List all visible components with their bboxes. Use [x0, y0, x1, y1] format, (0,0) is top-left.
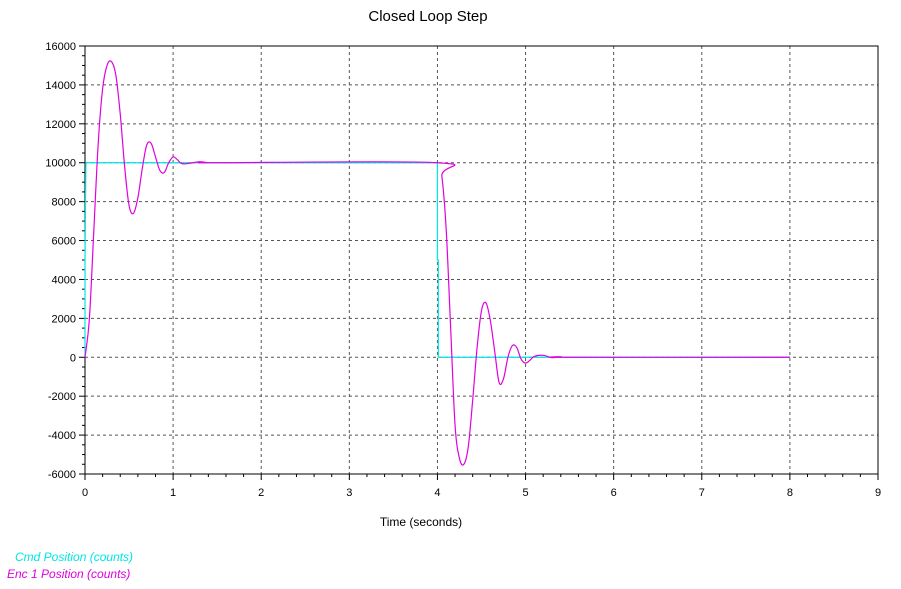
- y-tick-label: 0: [70, 352, 76, 364]
- grid: [85, 46, 878, 474]
- series-line-enc-position: [84, 60, 790, 466]
- x-tick-label: 0: [82, 487, 88, 499]
- series: [84, 60, 790, 466]
- y-tick-label: 4000: [52, 274, 76, 286]
- axes: [84, 45, 879, 475]
- y-tick-label: -2000: [48, 391, 76, 403]
- y-tick-label: 12000: [45, 119, 76, 131]
- y-tick-label: 2000: [52, 313, 76, 325]
- x-tick-label: 1: [170, 487, 176, 499]
- y-tick-label: -6000: [48, 469, 76, 481]
- y-tick-label: 14000: [45, 80, 76, 92]
- series-line-cmd-position: [84, 162, 790, 358]
- y-tick-label: 16000: [45, 41, 76, 53]
- y-tick-label: -4000: [48, 430, 76, 442]
- ticks: 16000 14000 12000 10000 8000 6000 4000 2000 0 -20…: [45, 41, 881, 499]
- x-tick-label: 5: [522, 487, 528, 499]
- x-tick-label: 3: [346, 487, 352, 499]
- plot-frame: [84, 45, 879, 475]
- x-tick-label: 8: [787, 487, 793, 499]
- x-tick-label: 9: [875, 487, 881, 499]
- y-tick-label: 10000: [45, 158, 76, 170]
- legend: Cmd Position (counts) Enc 1 Position (co…: [0, 549, 133, 583]
- x-tick-label: 6: [611, 487, 617, 499]
- x-tick-label: 2: [258, 487, 264, 499]
- y-tick-label: 8000: [52, 197, 76, 209]
- legend-entry-enc-position: Enc 1 Position (counts): [7, 567, 131, 581]
- legend-entry-cmd-position: Cmd Position (counts): [15, 550, 134, 564]
- x-tick-label: 7: [699, 487, 705, 499]
- x-tick-label: 4: [434, 487, 440, 499]
- chart-title: Closed Loop Step: [368, 8, 487, 25]
- x-axis-label: Time (seconds): [380, 515, 462, 529]
- y-tick-label: 6000: [52, 236, 76, 248]
